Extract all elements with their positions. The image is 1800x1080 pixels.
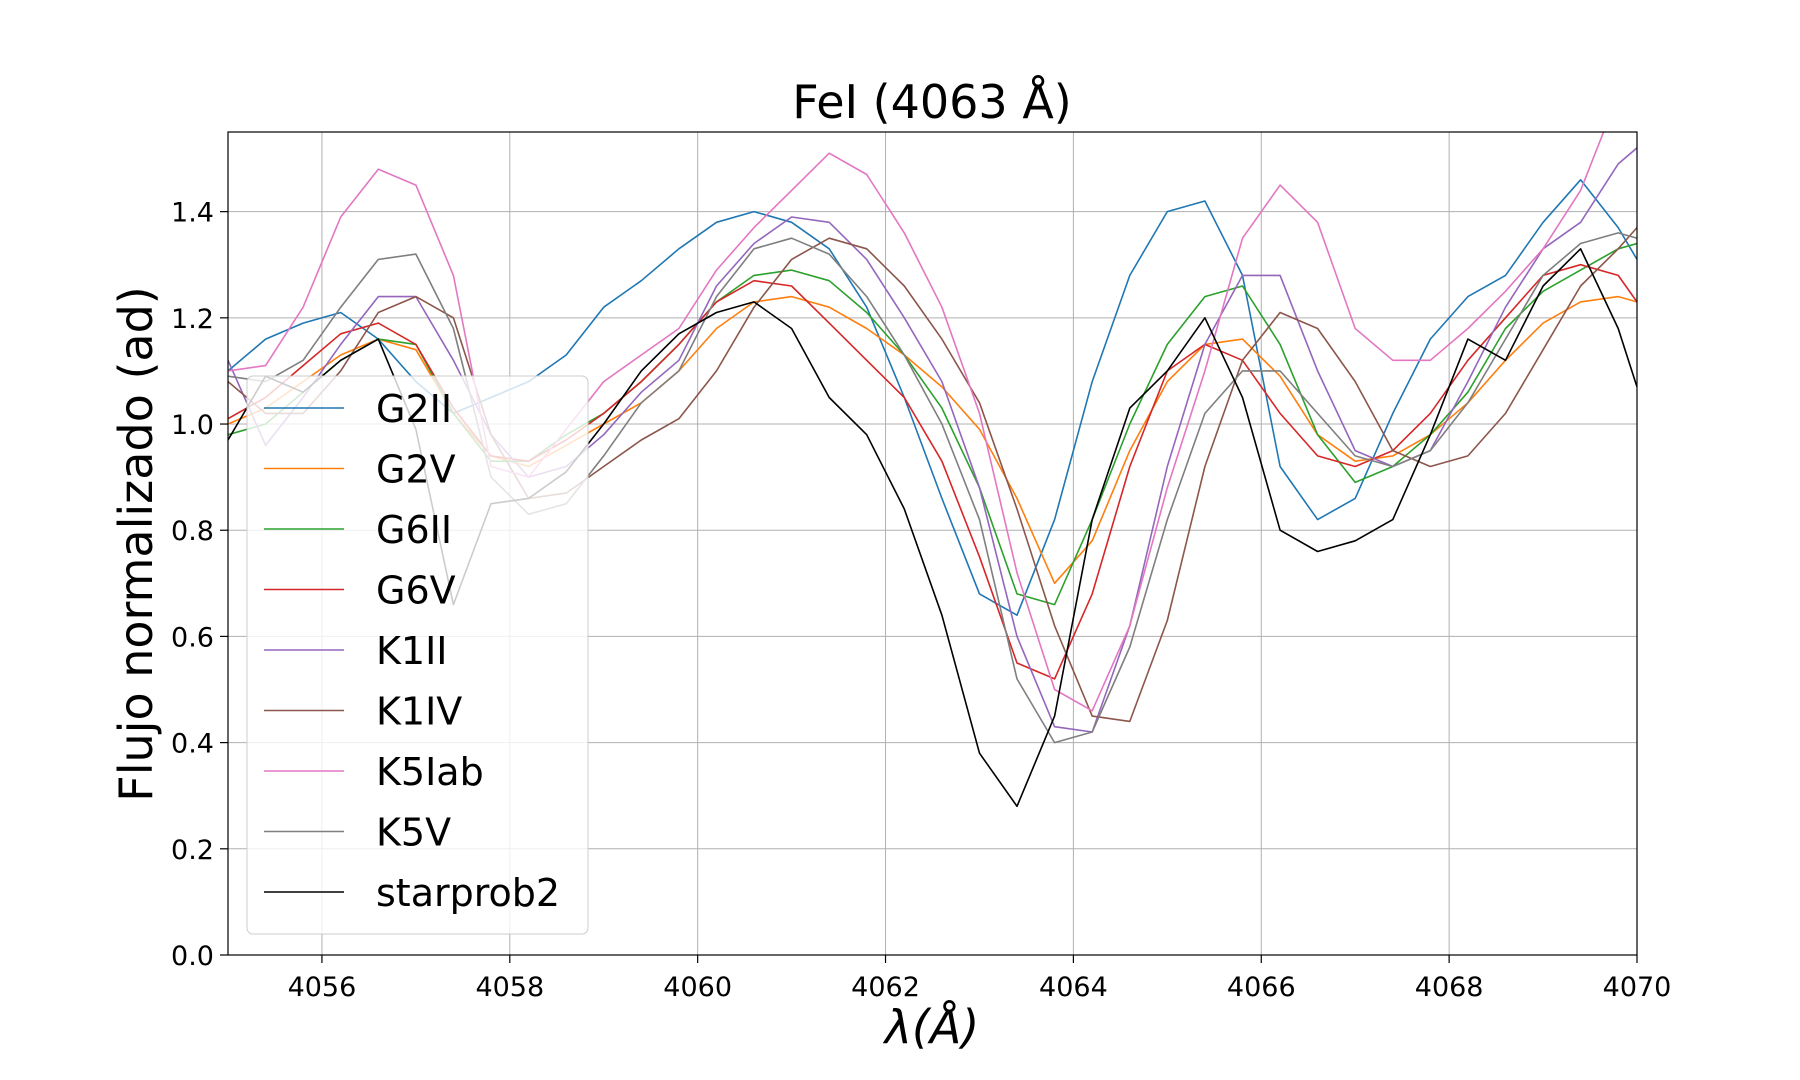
legend-label-g2v: G2V <box>376 448 456 492</box>
y-tick-label: 1.0 <box>171 410 214 441</box>
legend-label-g2ii: G2II <box>376 387 452 431</box>
x-tick-label: 4060 <box>663 972 732 1003</box>
y-tick-label: 0.8 <box>171 516 214 547</box>
legend-label-g6ii: G6II <box>376 508 452 552</box>
y-axis-label: Flujo normalizado (ad) <box>109 286 163 801</box>
chart-title: FeI (4063 Å) <box>792 75 1071 129</box>
axis-ticks: 4056 4058 4060 4062 4064 4066 4068 4070 0.0 0.2 0.… <box>171 198 1671 1003</box>
y-tick-label: 0.0 <box>171 941 214 972</box>
legend: G2II G2V G6II G6V K1II K1IV K5Iab K5V starprob2 <box>246 375 589 935</box>
series-line-k5iab <box>228 132 1605 712</box>
legend-label-k5iab: K5Iab <box>376 750 484 794</box>
x-tick-label: 4058 <box>475 972 544 1003</box>
y-tick-label: 1.2 <box>171 304 214 335</box>
legend-label-k1ii: K1II <box>376 629 448 673</box>
y-tick-label: 0.6 <box>171 622 214 653</box>
y-tick-label: 0.4 <box>171 729 214 760</box>
x-tick-label: 4068 <box>1415 972 1484 1003</box>
x-tick-label: 4056 <box>288 972 357 1003</box>
legend-label-g6v: G6V <box>376 569 456 613</box>
y-tick-label: 0.2 <box>171 835 214 866</box>
x-tick-label: 4062 <box>851 972 920 1003</box>
x-axis-label: λ(Å) <box>882 1000 980 1054</box>
x-tick-label: 4070 <box>1603 972 1672 1003</box>
plot-frame <box>227 131 1638 956</box>
legend-label-k5v: K5V <box>376 811 451 855</box>
legend-label-starprob2: starprob2 <box>376 871 560 915</box>
y-tick-label: 1.4 <box>171 198 214 229</box>
legend-box <box>246 375 589 935</box>
x-tick-label: 4064 <box>1039 972 1108 1003</box>
legend-label-k1iv: K1IV <box>376 690 462 734</box>
x-tick-label: 4066 <box>1227 972 1296 1003</box>
